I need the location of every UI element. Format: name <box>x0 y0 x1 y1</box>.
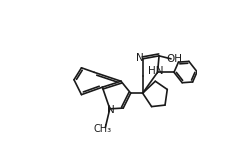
Text: OH: OH <box>167 54 183 64</box>
Text: HN: HN <box>147 66 163 76</box>
Text: N: N <box>136 53 144 63</box>
Text: CH₃: CH₃ <box>93 124 111 134</box>
Text: N: N <box>107 105 114 115</box>
